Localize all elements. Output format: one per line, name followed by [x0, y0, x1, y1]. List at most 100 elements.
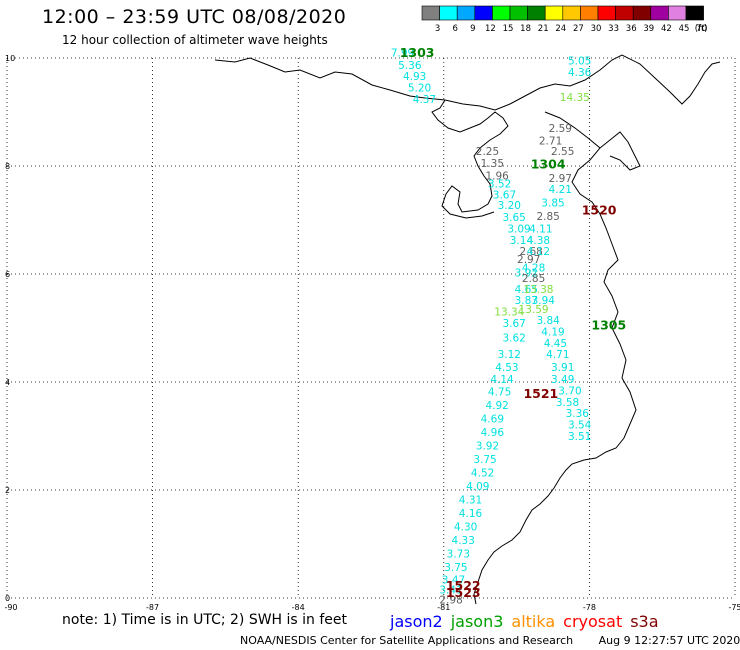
- wave-height-label: 3.14: [510, 235, 534, 247]
- color-legend: 3 6 9 12 15 18 21 24 27 30 33 36 39 42 45 70(ft): [421, 5, 708, 34]
- y-tick-label: 10: [5, 54, 15, 63]
- wave-height-label: 3.94: [532, 295, 556, 307]
- wave-height-label: 3.85: [541, 198, 564, 210]
- wave-height-label: 4.14: [490, 374, 514, 386]
- wave-height-label: 2.85: [522, 273, 545, 285]
- y-tick-label: 8: [5, 162, 10, 171]
- wave-height-label: 4.38: [527, 235, 550, 247]
- x-tick-label: -75: [728, 603, 740, 612]
- y-tick-label: 0: [5, 594, 10, 603]
- y-tick-label: 6: [5, 270, 10, 279]
- legend-label-36: 36: [626, 24, 637, 34]
- wave-height-label: 13.38: [523, 284, 553, 296]
- wave-height-label: 4.12: [527, 246, 550, 258]
- pass-time-label: 1521: [523, 386, 558, 401]
- wave-height-label: 4.96: [481, 427, 505, 439]
- x-tick-label: -78: [583, 603, 596, 612]
- wave-height-label: 3.67: [493, 189, 516, 201]
- wave-height-labels: 7.995.364.935.204.37 5.054.36 14.35 2.592.7…: [391, 47, 592, 606]
- wave-height-label: 4.65: [515, 284, 538, 296]
- x-tick-label: -84: [292, 603, 305, 612]
- pass-time-label: 1520: [582, 203, 617, 218]
- wave-height-label: 4.11: [529, 223, 552, 235]
- satellite-s3a: s3a: [630, 612, 659, 631]
- wave-height-label: 2.59: [549, 123, 572, 135]
- legend-label-27: 27: [573, 24, 584, 34]
- wave-height-label: 4.28: [522, 262, 545, 274]
- wave-height-label: 7.99: [391, 47, 414, 59]
- wave-height-label: 3.92: [515, 268, 538, 280]
- wave-height-label: 1.96: [485, 171, 509, 183]
- legend-label-12: 12: [485, 24, 496, 34]
- satellite-jason2: jason2: [390, 612, 443, 631]
- wave-height-label: 3.36: [566, 408, 590, 420]
- wave-height-label: 5.36: [398, 60, 422, 72]
- wave-height-label: 3.75: [444, 562, 467, 574]
- legend-label-9: 9: [470, 24, 475, 34]
- wave-height-label: 4.45: [544, 338, 567, 350]
- wave-height-label: 2.98: [439, 594, 462, 606]
- pass-time-label: 1522: [446, 578, 481, 593]
- wave-height-label: 4.75: [488, 387, 511, 399]
- wave-height-label: 3.65: [502, 212, 525, 224]
- wave-height-label: 3.62: [502, 333, 525, 345]
- lat-lon-grid: [6, 57, 736, 599]
- legend-swatch-70: [685, 5, 704, 21]
- x-tick-label: -90: [4, 603, 17, 612]
- legend-label-70: 70: [696, 24, 707, 34]
- pass-time-label: 1303: [400, 45, 435, 60]
- coastline-north: [214, 54, 721, 111]
- wave-height-label: 4.21: [549, 184, 572, 196]
- x-tick-label: -81: [437, 603, 450, 612]
- timestamp: Aug 9 12:27:57 UTC 2020: [598, 634, 740, 647]
- wave-height-label: 4.52: [471, 468, 494, 480]
- wave-height-label: 2.97: [517, 254, 540, 266]
- wave-height-label: 2.25: [476, 146, 499, 158]
- wave-height-label: 4.33: [452, 535, 475, 547]
- satellite-cryosat: cryosat: [563, 612, 623, 631]
- wave-height-label: 4.19: [541, 327, 564, 339]
- legend-label-6: 6: [452, 24, 457, 34]
- coastline-east: [599, 131, 641, 171]
- credit-text: NOAA/NESDIS Center for Satellite Applica…: [240, 634, 574, 647]
- wave-height-label: 14.35: [560, 92, 590, 104]
- wave-height-label: 3.91: [551, 362, 574, 374]
- wave-height-label: 2.97: [549, 173, 572, 185]
- wave-height-label: 4.71: [546, 349, 569, 361]
- pass-time-label: 1523: [446, 585, 481, 600]
- satellite-altika: altika: [511, 612, 556, 631]
- wave-height-label: 4.93: [403, 71, 426, 83]
- x-tick-label: -87: [146, 603, 159, 612]
- wave-height-label: 4.92: [485, 400, 508, 412]
- legend-label-3: 3: [435, 24, 440, 34]
- wave-height-label: 2.55: [551, 146, 574, 158]
- wave-height-label: 3.47: [442, 574, 465, 586]
- coastline-colombia: [473, 111, 637, 605]
- wave-height-label: 4.53: [495, 362, 518, 374]
- wave-height-label: 3.70: [558, 385, 581, 397]
- wave-height-label: 3.41: [439, 585, 462, 597]
- wave-height-label: 3.58: [556, 397, 579, 409]
- wave-height-label: 4.31: [459, 495, 482, 507]
- satellite-jason3: jason3: [450, 612, 504, 631]
- legend-unit: (ft): [695, 24, 708, 34]
- wave-height-label: 3.87: [515, 295, 538, 307]
- legend-label-21: 21: [538, 24, 549, 34]
- legend-label-45: 45: [679, 24, 690, 34]
- axis-labels: -90 -87 -84 -81 -78 -75 0 2 4 6 8 10: [4, 54, 740, 612]
- wave-height-label: 3.52: [488, 179, 511, 191]
- wave-height-label: 3.67: [502, 318, 525, 330]
- wave-height-label: 3.84: [536, 315, 560, 327]
- wave-height-label: 2.68: [519, 246, 542, 258]
- footer-credit: NOAA/NESDIS Center for Satellite Applica…: [240, 634, 740, 647]
- wave-height-label: 5.20: [408, 82, 431, 94]
- legend-label-15: 15: [503, 24, 514, 34]
- wave-height-label: 4.36: [568, 67, 592, 79]
- wave-height-label: 1.35: [481, 158, 504, 170]
- wave-height-label: 5.05: [568, 55, 591, 67]
- wave-height-label: 4.37: [413, 94, 436, 106]
- wave-height-label: 3.20: [498, 200, 521, 212]
- wave-height-label: 2.71: [539, 135, 562, 147]
